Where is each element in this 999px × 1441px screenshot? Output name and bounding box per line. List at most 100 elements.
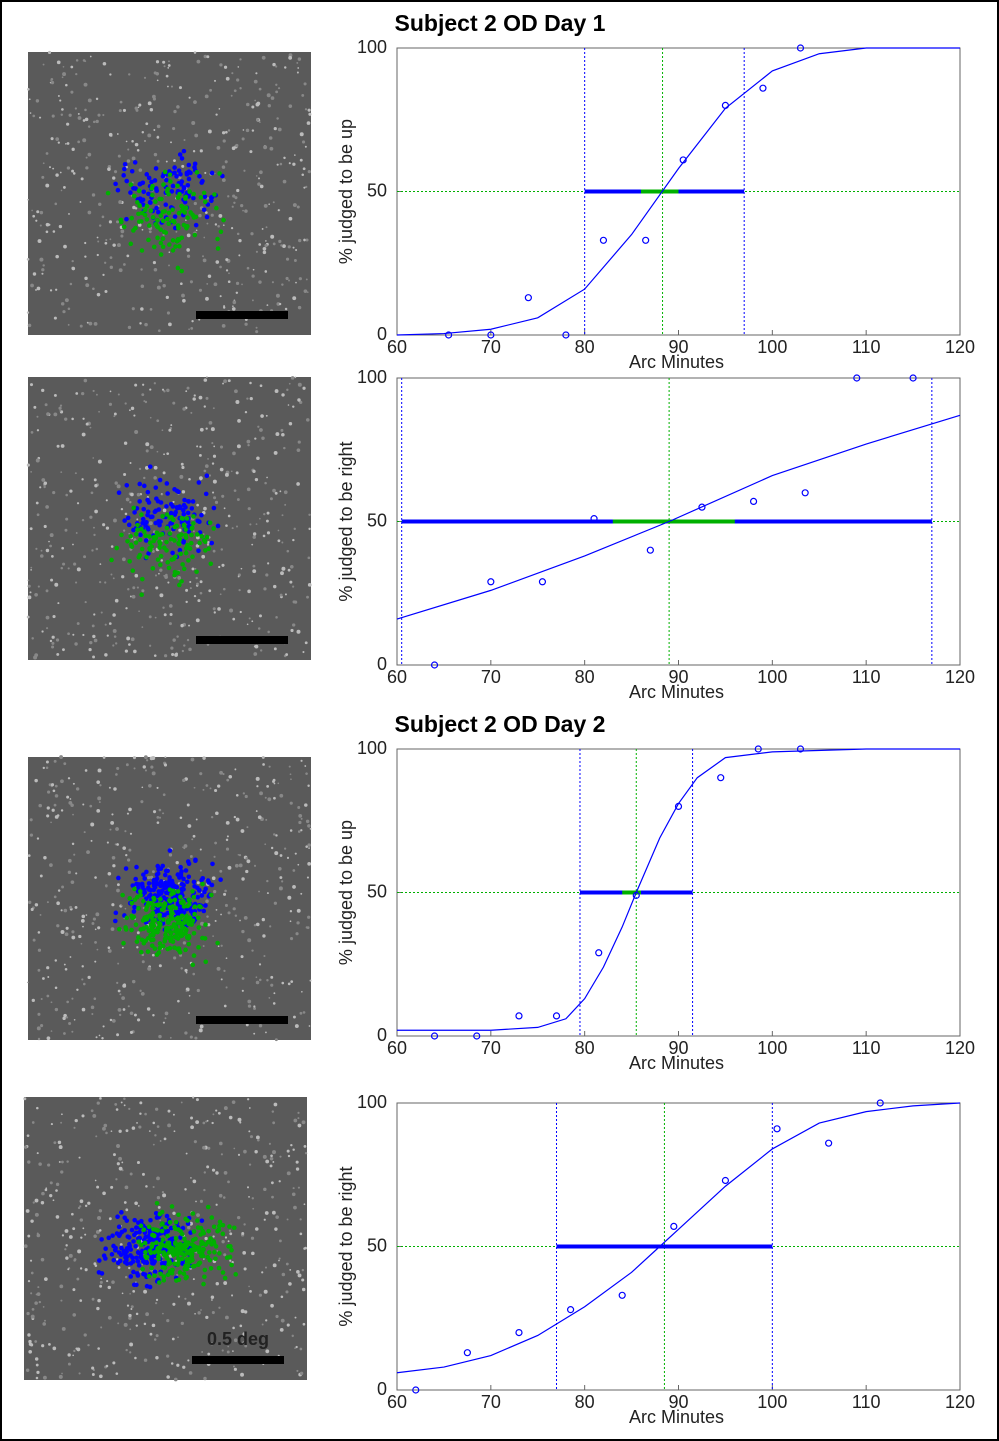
speckle [81,978,83,980]
fixation-dot [205,473,210,478]
speckle [144,140,146,142]
speckle [200,1309,202,1311]
speckle [232,307,236,311]
speckle [232,527,234,529]
speckle [121,1162,123,1164]
speckle [281,393,284,396]
fixation-dot [139,592,144,597]
fixation-dot [173,898,178,903]
fixation-dot [220,1232,225,1237]
speckle [64,964,66,966]
speckle [308,109,311,112]
fixation-dot [165,526,170,531]
speckle [142,131,144,133]
speckle [37,1234,41,1238]
fixation-dot [151,888,156,893]
speckle [251,544,253,546]
fixation-dot [192,1229,197,1234]
speckle [293,1206,297,1210]
speckle [30,112,32,114]
speckle [91,1367,94,1370]
speckle [41,550,43,552]
speckle [97,949,99,951]
speckle [232,146,236,150]
fixation-dot [203,960,208,965]
speckle [173,110,176,113]
speckle [61,930,65,934]
speckle [211,1295,214,1298]
speckle [24,1244,28,1248]
fixation-dot [130,1228,135,1233]
fixation-dot [150,193,155,198]
speckle [167,311,170,314]
speckle [122,846,126,850]
speckle [293,203,297,207]
speckle [49,1194,52,1197]
speckle [163,471,166,474]
speckle [107,167,111,171]
speckle [127,148,129,150]
fixation-dot [176,570,181,575]
fixation-dot [171,184,176,189]
fixation-dot [130,169,135,174]
speckle [258,627,261,630]
speckle [257,182,261,186]
speckle [191,758,195,762]
fixation-dot [204,492,209,497]
fixation-dot [216,246,221,251]
speckle [31,1272,34,1275]
fixation-dot [163,937,168,942]
speckle [303,1323,306,1326]
speckle [237,66,239,68]
speckle [288,569,291,572]
speckle [290,937,293,940]
speckle [32,115,35,118]
speckle [118,990,121,993]
speckle [84,255,86,257]
speckle [226,847,229,850]
fixation-dot [223,1276,228,1281]
speckle [265,797,267,799]
fixation-dot [158,1271,163,1276]
speckle [182,779,185,782]
speckle [68,324,70,326]
speckle [274,127,277,130]
speckle [298,239,301,242]
speckle [155,617,157,619]
fixation-dot [121,173,126,178]
speckle [259,1294,262,1297]
speckle [179,86,182,89]
speckle [55,959,57,961]
speckle [66,1001,69,1004]
speckle [33,1201,35,1203]
speckle [223,379,227,383]
fixation-dot [193,904,198,909]
fixation-dot [140,547,145,552]
fixation-dot [203,903,208,908]
speckle [255,478,258,481]
speckle [222,131,225,134]
speckle [124,830,126,832]
speckle [99,563,101,565]
fixation-dot [197,888,202,893]
speckle [131,407,134,410]
speckle [114,413,117,416]
speckle [245,857,248,860]
speckle [211,1299,213,1301]
speckle [105,885,107,887]
speckle [40,875,43,878]
speckle [129,501,131,503]
speckle [125,513,128,516]
speckle [228,866,232,870]
fixation-dot [154,206,159,211]
fixation-dot [151,881,156,886]
speckle [258,891,260,893]
speckle [170,1037,172,1039]
fixation-dot [191,521,196,526]
speckle [305,238,308,241]
fixation-dot [167,898,172,903]
speckle [93,613,95,615]
speckle [150,108,153,111]
speckle [242,137,245,140]
speckle [172,1338,175,1341]
